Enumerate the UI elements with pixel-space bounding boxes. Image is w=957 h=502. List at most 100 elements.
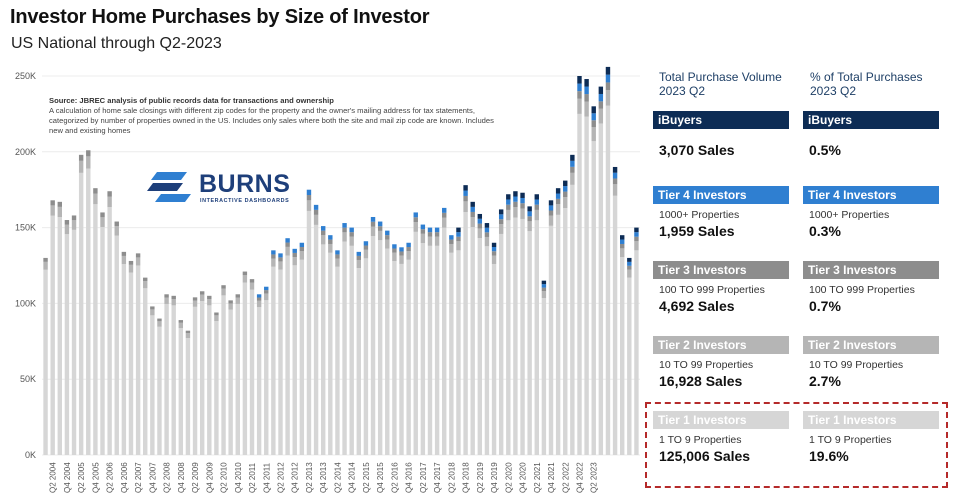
- bar-segment-tier1: [271, 266, 276, 455]
- bar-segment-ibuyers: [598, 86, 604, 94]
- bar-segment-tier4: [442, 207, 447, 213]
- bar-segment-tier4: [256, 294, 262, 298]
- x-tick-label: Q2 2006: [106, 462, 115, 493]
- bar-segment-tier2: [164, 297, 169, 304]
- logo-tagline: INTERACTIVE DASHBOARDS: [200, 198, 290, 204]
- bar-segment-tier3: [477, 223, 483, 229]
- x-tick-label: Q4 2020: [519, 462, 528, 493]
- bar-segment-tier4: [548, 205, 554, 211]
- x-tick-label: Q4 2004: [63, 462, 72, 493]
- bar-segment-tier1: [143, 288, 148, 455]
- bar-segment-tier4: [541, 284, 547, 288]
- bar-segment-tier3: [228, 300, 233, 304]
- bar-segment-tier2: [321, 235, 326, 245]
- x-tick-label: Q4 2009: [205, 462, 214, 493]
- x-tick-label: Q2 2022: [561, 462, 570, 493]
- bar-segment-tier3: [520, 203, 525, 209]
- bar-segment-tier3: [143, 277, 148, 282]
- y-tick-label: 50K: [20, 374, 36, 384]
- bar-segment-ibuyers: [456, 227, 461, 233]
- bar-segment-tier2: [192, 300, 198, 307]
- bar-segment-tier3: [584, 94, 589, 102]
- bar-segment-tier2: [150, 309, 155, 316]
- x-tick-label: Q4 2013: [319, 462, 328, 493]
- bar-segment-tier3: [128, 260, 134, 265]
- bar-segment-tier3: [235, 294, 240, 298]
- percent-detail-tier4: 1000+ Properties: [809, 209, 890, 221]
- bar-segment-tier3: [620, 243, 625, 249]
- bar-segment-tier2: [370, 226, 376, 237]
- bar-segment-tier3: [164, 294, 169, 298]
- bar-segment-tier1: [114, 235, 119, 455]
- bar-segment-tier1: [228, 309, 233, 455]
- bar-segment-tier1: [363, 258, 369, 455]
- bar-segment-tier3: [86, 150, 91, 157]
- percent-label-tier1: Tier 1 Investors: [803, 411, 939, 429]
- bar-segment-tier1: [442, 227, 447, 455]
- x-tick-label: Q2 2018: [447, 462, 456, 493]
- bar-segment-tier4: [534, 199, 539, 205]
- bar-segment-tier3: [285, 242, 290, 247]
- bar-segment-tier2: [598, 108, 604, 124]
- bar-segment-tier2: [135, 257, 141, 266]
- bar-segment-tier2: [470, 217, 475, 228]
- bar-segment-tier1: [64, 234, 70, 455]
- bar-segment-tier4: [264, 286, 269, 291]
- bar-segment-tier1: [506, 220, 511, 455]
- bar-segment-tier1: [612, 195, 618, 455]
- bar-segment-tier4: [328, 235, 333, 240]
- bar-segment-tier2: [570, 172, 575, 185]
- bar-segment-ibuyers: [527, 206, 532, 212]
- bar-segment-tier2: [50, 205, 55, 216]
- bar-segment-tier1: [214, 321, 219, 455]
- bar-segment-tier3: [349, 232, 354, 237]
- bar-segment-tier4: [527, 211, 532, 217]
- volume-value-tier1: 125,006 Sales: [659, 448, 751, 464]
- bar-segment-tier2: [114, 226, 119, 236]
- chart-title: Investor Home Purchases by Size of Inves…: [10, 6, 430, 28]
- bar-segment-tier2: [278, 261, 283, 270]
- bar-segment-tier1: [71, 229, 77, 455]
- volume-value-tier2: 16,928 Sales: [659, 373, 743, 389]
- bar-segment-tier4: [413, 212, 418, 218]
- x-tick-label: Q2 2017: [419, 462, 428, 493]
- bar-segment-tier2: [548, 215, 554, 226]
- bar-segment-tier2: [57, 206, 62, 218]
- bar-segment-tier3: [385, 235, 390, 240]
- bar-segment-tier1: [278, 269, 283, 455]
- bar-segment-tier3: [634, 236, 639, 242]
- bar-segment-tier4: [313, 204, 319, 210]
- bar-segment-tier4: [292, 248, 297, 253]
- bar-segment-tier3: [392, 248, 397, 253]
- x-tick-label: Q2 2007: [134, 462, 143, 493]
- x-tick-label: Q2 2023: [590, 462, 599, 493]
- bar-segment-tier1: [313, 224, 319, 455]
- bar-segment-tier1: [249, 289, 255, 455]
- bar-segment-tier2: [107, 196, 112, 208]
- volume-detail-tier2: 10 TO 99 Properties: [659, 359, 754, 371]
- y-axis: 0K 50K 100K 150K 200K 250K: [15, 71, 36, 460]
- bar-segment-tier4: [584, 86, 589, 95]
- bar-segment-tier3: [192, 297, 198, 301]
- bar-segment-tier2: [498, 224, 504, 234]
- bar-segment-ibuyers: [520, 192, 525, 198]
- volume-label-ibuyers: iBuyers: [653, 111, 789, 129]
- bar-segment-tier2: [207, 299, 212, 306]
- bar-segment-tier1: [107, 207, 112, 455]
- bar-segment-tier1: [434, 245, 440, 455]
- bar-segment-tier2: [605, 90, 611, 106]
- bar-segment-ibuyers: [470, 201, 475, 207]
- bar-segment-tier3: [534, 204, 539, 210]
- bar-segment-tier3: [627, 265, 632, 270]
- bar-segment-tier4: [456, 232, 461, 237]
- bar-segment-tier1: [491, 263, 497, 455]
- bar-segment-tier1: [57, 217, 62, 455]
- bar-segment-tier3: [506, 204, 511, 210]
- bar-segment-tier2: [264, 293, 269, 301]
- bar-segment-tier1: [498, 233, 504, 455]
- y-tick-label: 200K: [15, 147, 36, 157]
- bar-segment-tier4: [634, 232, 639, 237]
- source-label: Source: JBREC analysis of public records…: [49, 96, 334, 105]
- bar-segment-ibuyers: [491, 242, 497, 247]
- bar-segment-ibuyers: [498, 209, 504, 215]
